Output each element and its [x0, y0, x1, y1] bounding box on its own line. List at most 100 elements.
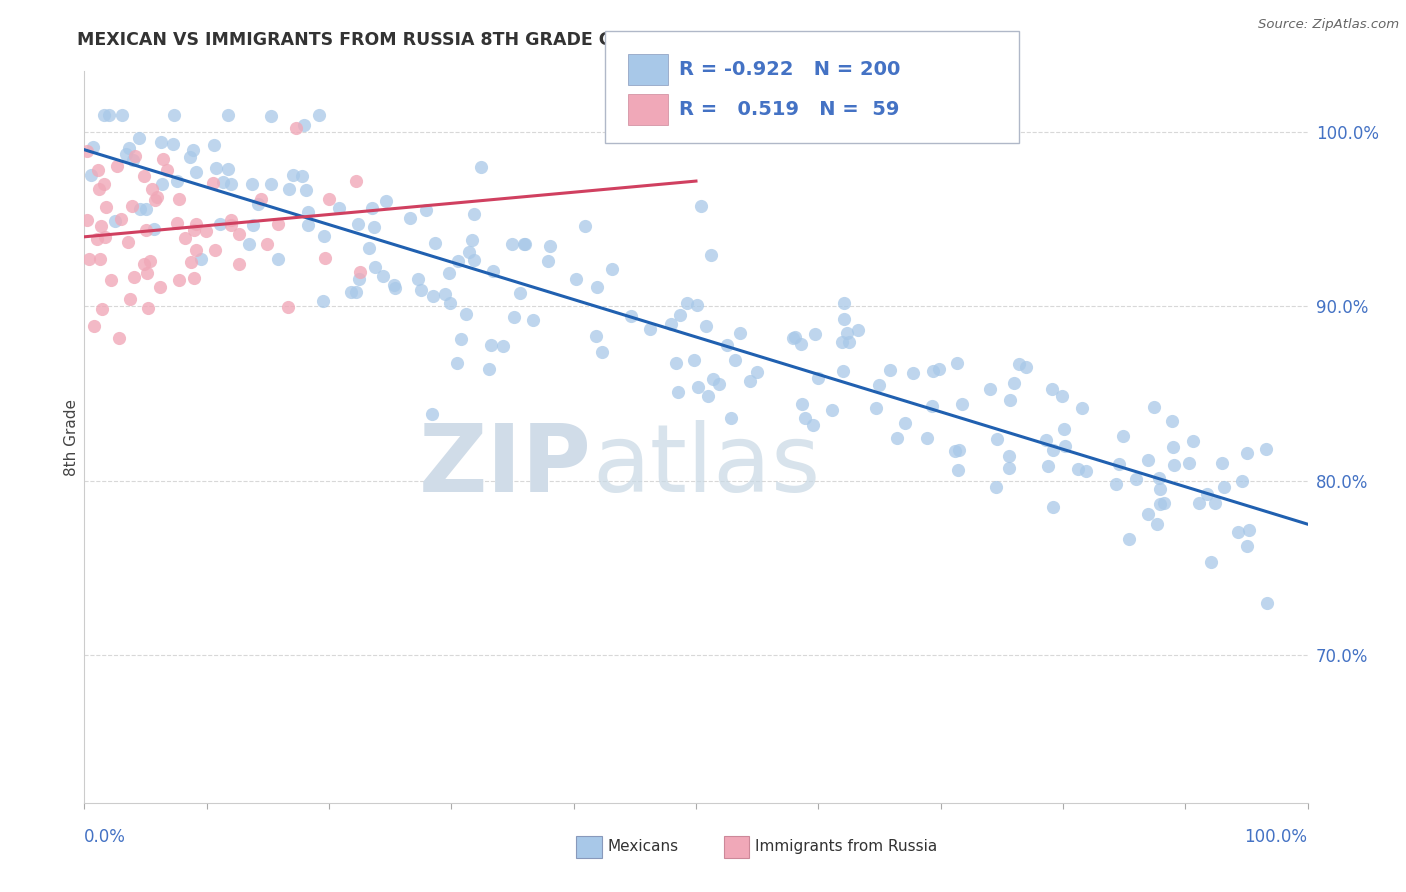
Point [585, 328, 607, 343]
Text: Mexicans: Mexicans [607, 839, 679, 855]
Point [1143, 400, 1166, 414]
Point [1136, 507, 1159, 521]
Point [998, 392, 1021, 407]
Point [790, 337, 813, 351]
Point [141, 182, 163, 196]
Point [716, 338, 738, 352]
Point [492, 339, 515, 353]
Point [314, 251, 336, 265]
Point [1108, 457, 1130, 471]
Point [439, 295, 461, 310]
Point [373, 268, 395, 283]
Text: Source: ZipAtlas.com: Source: ZipAtlas.com [1258, 18, 1399, 31]
Point [152, 152, 174, 166]
Text: ZIP: ZIP [419, 420, 592, 512]
Point [110, 211, 132, 226]
Point [76, 144, 98, 158]
Point [415, 203, 437, 218]
Point [124, 270, 146, 285]
Point [986, 480, 1008, 494]
Point [128, 131, 150, 145]
Point [118, 293, 141, 307]
Point [997, 449, 1019, 463]
Point [80, 168, 103, 182]
Point [228, 257, 250, 271]
Point [359, 241, 381, 255]
Point [1136, 453, 1159, 467]
Point [423, 236, 446, 251]
Point [124, 149, 146, 163]
Point [804, 326, 827, 341]
Point [181, 143, 204, 157]
Point [260, 109, 283, 123]
Point [408, 272, 430, 286]
Point [121, 199, 143, 213]
Point [250, 192, 273, 206]
Point [217, 161, 239, 176]
Point [328, 201, 350, 215]
Point [132, 169, 155, 183]
Point [928, 362, 950, 376]
Point [685, 298, 707, 312]
Point [149, 279, 172, 293]
Text: atlas: atlas [592, 420, 820, 512]
Point [132, 257, 155, 271]
Point [1105, 477, 1128, 491]
Point [1213, 480, 1236, 494]
Point [346, 217, 368, 231]
Point [832, 364, 855, 378]
Point [212, 175, 235, 189]
Point [204, 243, 226, 257]
Point [986, 432, 1008, 446]
Point [276, 300, 298, 314]
Y-axis label: 8th Grade: 8th Grade [63, 399, 79, 475]
Point [695, 319, 717, 334]
Point [1254, 442, 1277, 456]
Point [893, 416, 915, 430]
Point [318, 192, 340, 206]
Point [1014, 359, 1036, 374]
Point [457, 244, 479, 259]
Point [879, 362, 901, 376]
Point [479, 337, 502, 351]
Point [1230, 474, 1253, 488]
Point [565, 271, 588, 285]
Point [422, 289, 444, 303]
Text: 0.0%: 0.0% [84, 828, 127, 846]
Point [783, 329, 806, 343]
Point [478, 361, 501, 376]
Point [87, 182, 110, 196]
Text: R =   0.519   N =  59: R = 0.519 N = 59 [679, 100, 900, 119]
Point [256, 237, 278, 252]
Text: MEXICAN VS IMMIGRANTS FROM RUSSIA 8TH GRADE CORRELATION CHART: MEXICAN VS IMMIGRANTS FROM RUSSIA 8TH GR… [77, 31, 808, 49]
Point [1149, 497, 1171, 511]
Point [156, 162, 179, 177]
Point [1112, 428, 1135, 442]
Point [93, 108, 115, 122]
Point [1149, 483, 1171, 497]
Point [363, 219, 385, 234]
Point [136, 301, 159, 315]
Point [291, 169, 314, 184]
Point [100, 273, 122, 287]
Point [139, 254, 162, 268]
Point [794, 410, 817, 425]
Point [375, 194, 398, 208]
Point [591, 344, 613, 359]
Point [420, 407, 443, 421]
Point [311, 294, 333, 309]
Point [1118, 533, 1140, 547]
Point [82, 140, 104, 154]
Text: R = -0.922   N = 200: R = -0.922 N = 200 [679, 60, 900, 78]
Point [463, 207, 485, 221]
Point [344, 174, 367, 188]
Point [434, 287, 457, 301]
Point [461, 233, 484, 247]
Point [688, 380, 710, 394]
Point [509, 286, 531, 301]
Point [846, 323, 869, 337]
Point [1178, 456, 1201, 470]
Point [1199, 555, 1222, 569]
Point [728, 326, 751, 340]
Point [205, 161, 228, 175]
